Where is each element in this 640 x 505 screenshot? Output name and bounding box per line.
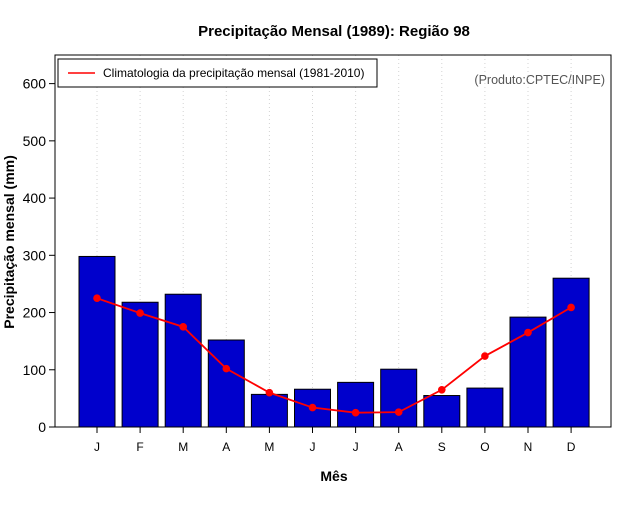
source-annotation: (Produto:CPTEC/INPE) <box>474 73 605 87</box>
plot-frame <box>54 54 612 428</box>
y-tick-label: 500 <box>23 133 47 149</box>
climatology-point <box>438 386 446 394</box>
climatology-point <box>394 408 403 416</box>
x-tick-label: M <box>178 440 188 454</box>
climatology-point <box>179 323 187 331</box>
x-tick-label: A <box>395 440 403 454</box>
chart-title: Precipitação Mensal (1989): Região 98 <box>198 23 470 40</box>
x-tick-label: A <box>222 440 230 454</box>
bar <box>552 277 590 428</box>
x-axis-label: Mês <box>320 468 347 484</box>
legend-box <box>57 58 378 88</box>
bar <box>78 255 116 428</box>
x-tick-label: D <box>567 440 576 454</box>
x-tick-label: S <box>438 440 446 454</box>
climatology-point <box>481 352 489 360</box>
bar <box>164 293 202 428</box>
legend: Climatologia da precipitação mensal (198… <box>57 58 378 88</box>
legend-label: Climatologia da precipitação mensal (198… <box>103 66 364 80</box>
y-tick-label: 600 <box>23 76 47 92</box>
climatology-line <box>96 297 572 414</box>
y-axis: 0 100 200 300 400 500 600 <box>23 76 55 435</box>
y-tick-label: 400 <box>23 190 47 206</box>
climatology-point <box>136 309 144 317</box>
bar <box>250 393 288 428</box>
bar-series <box>78 255 590 428</box>
x-tick-label: N <box>524 440 533 454</box>
climatology-point <box>524 328 532 337</box>
bar <box>466 387 504 428</box>
x-tick-label: J <box>94 440 100 454</box>
bar <box>380 368 418 428</box>
y-tick-label: 200 <box>23 305 47 321</box>
x-tick-label: F <box>136 440 143 454</box>
climatology-point <box>308 403 317 412</box>
climatology-point <box>567 303 575 312</box>
bar <box>337 381 375 428</box>
bar <box>121 301 159 428</box>
climatology-point <box>265 388 274 397</box>
x-tick-label: J <box>353 440 359 454</box>
climatology-series <box>93 294 575 417</box>
y-tick-label: 0 <box>38 419 46 435</box>
y-tick-label: 100 <box>23 362 47 378</box>
x-tick-label: J <box>310 440 316 454</box>
y-axis-label: Precipitação mensal (mm) <box>1 155 17 329</box>
bar <box>423 395 461 428</box>
x-tick-label: O <box>480 440 489 454</box>
climatology-point <box>93 294 101 303</box>
climatology-point <box>222 364 231 373</box>
y-tick-label: 300 <box>23 247 47 263</box>
climatology-point <box>351 408 360 417</box>
bar <box>207 339 245 428</box>
x-tick-label: M <box>264 440 274 454</box>
